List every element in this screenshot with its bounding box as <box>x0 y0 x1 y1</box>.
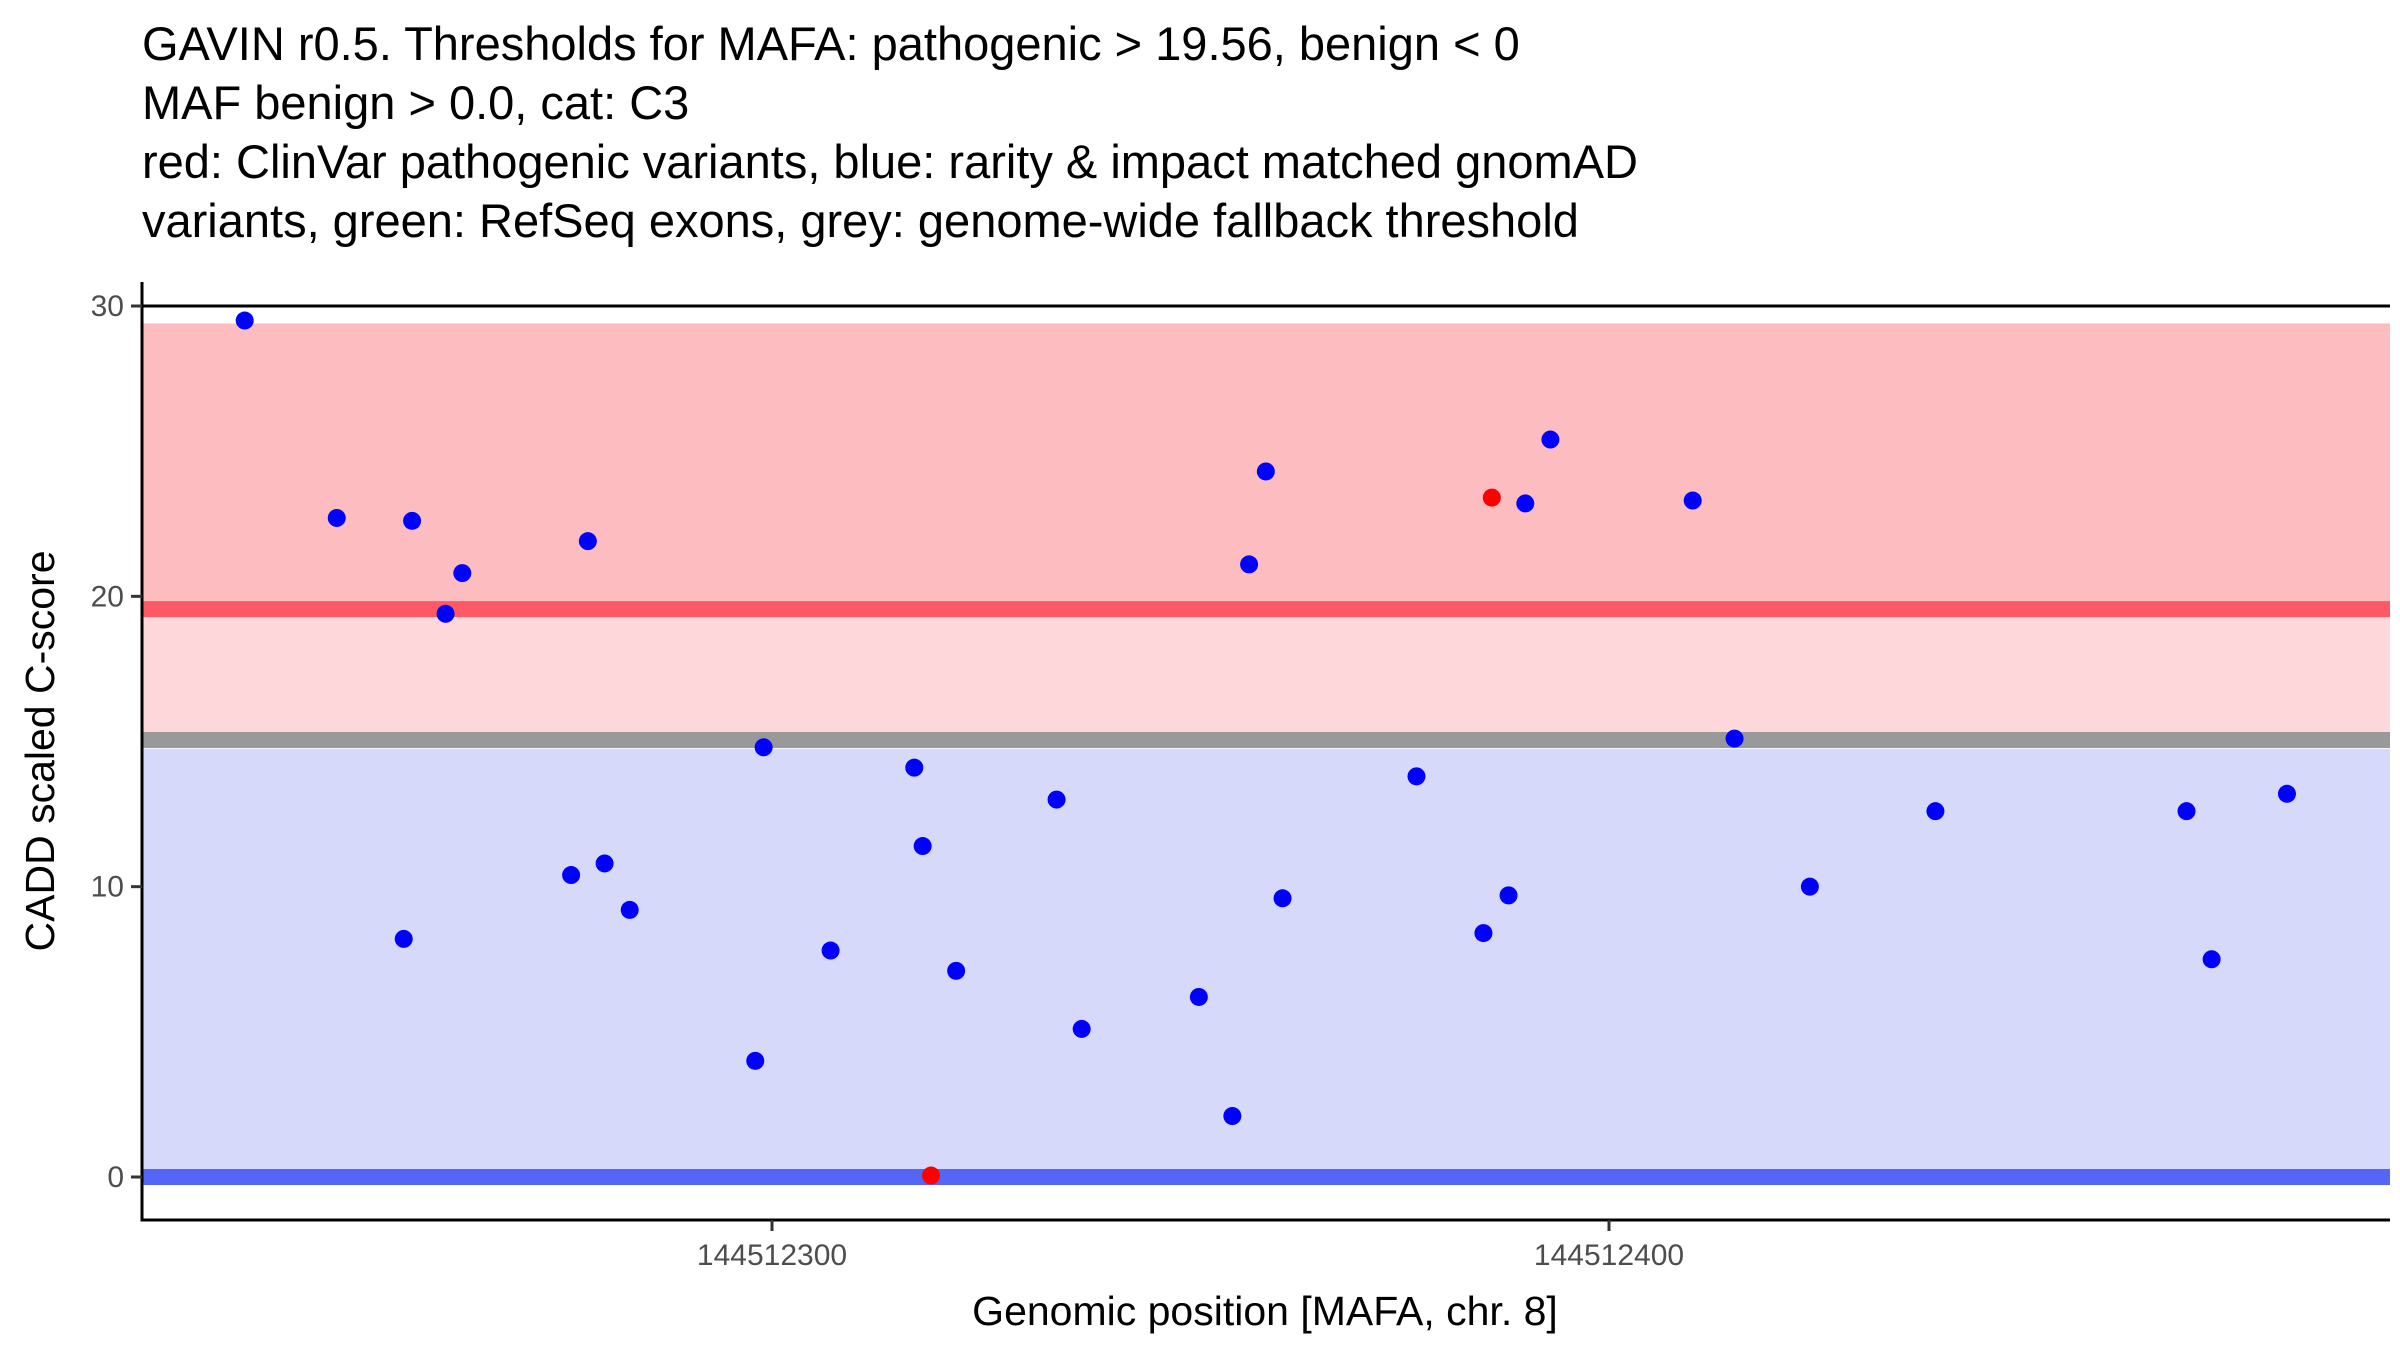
data-point <box>1926 802 1945 821</box>
data-point <box>436 604 455 623</box>
data-point <box>1482 488 1501 507</box>
data-point <box>1474 924 1493 943</box>
data-point <box>1223 1107 1242 1126</box>
data-point <box>1273 889 1292 908</box>
data-point <box>905 758 924 777</box>
data-point <box>1189 987 1208 1006</box>
data-point <box>2177 802 2196 821</box>
data-point <box>1407 767 1426 786</box>
data-point <box>235 311 254 330</box>
data-point <box>453 564 472 583</box>
y-tick-label: 10 <box>91 871 124 904</box>
data-point <box>922 1166 941 1185</box>
data-point <box>1256 462 1275 481</box>
data-point <box>1047 790 1066 809</box>
data-point <box>394 929 413 948</box>
data-point <box>821 941 840 960</box>
grey-to-pathogenic-region-band <box>142 609 2390 741</box>
data-point <box>1499 886 1518 905</box>
x-axis-title: Genomic position [MAFA, chr. 8] <box>972 1288 1558 1334</box>
data-point <box>1541 430 1560 449</box>
data-point <box>620 900 639 919</box>
y-axis-title: CADD scaled C-score <box>17 551 63 952</box>
data-point <box>595 854 614 873</box>
data-point <box>1683 491 1702 510</box>
data-point <box>403 511 422 530</box>
y-tick-label: 0 <box>107 1161 124 1194</box>
data-point <box>754 738 773 757</box>
data-point <box>2277 784 2296 803</box>
title-line-1: GAVIN r0.5. Thresholds for MAFA: pathoge… <box>142 17 1520 70</box>
data-point <box>913 837 932 856</box>
data-point <box>1800 877 1819 896</box>
data-point <box>1072 1019 1091 1038</box>
title-line-4: variants, green: RefSeq exons, grey: gen… <box>142 194 1579 247</box>
data-point <box>1240 555 1259 574</box>
x-tick-label: 144512400 <box>1534 1239 1684 1272</box>
data-point <box>578 532 597 551</box>
data-point <box>746 1051 765 1070</box>
data-point <box>2202 950 2221 969</box>
data-point <box>947 961 966 980</box>
x-tick-label: 144512300 <box>697 1239 847 1272</box>
data-point <box>1725 729 1744 748</box>
title-line-3: red: ClinVar pathogenic variants, blue: … <box>142 135 1638 188</box>
y-tick-label: 30 <box>91 290 124 323</box>
title-line-2: MAF benign > 0.0, cat: C3 <box>142 76 690 129</box>
data-point <box>1516 494 1535 513</box>
data-point <box>562 866 581 885</box>
y-tick-label: 20 <box>91 580 124 613</box>
chart-title: GAVIN r0.5. Thresholds for MAFA: pathoge… <box>142 14 1638 250</box>
data-point <box>327 508 346 527</box>
benign-region-band <box>142 748 2390 1170</box>
